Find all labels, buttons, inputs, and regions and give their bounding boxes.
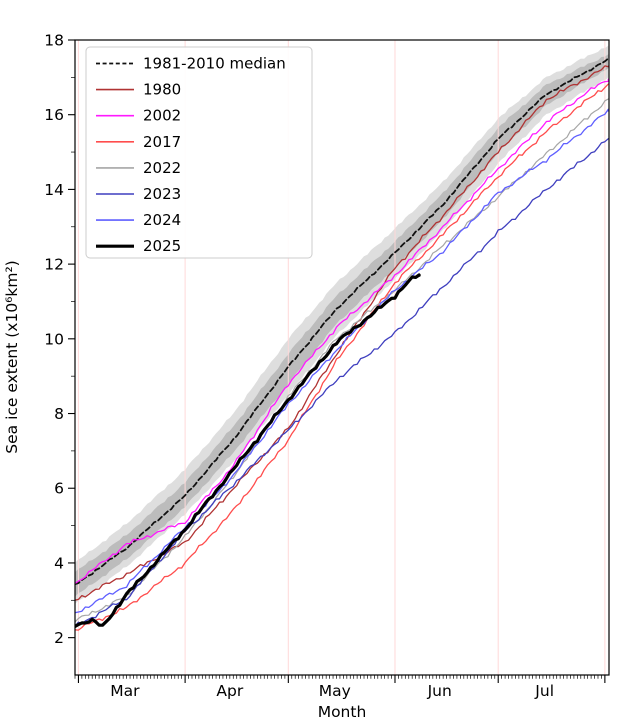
x-tick-label-jul: Jul <box>534 682 554 700</box>
x-tick-label-mar: Mar <box>110 682 140 700</box>
series-line-2023 <box>75 138 609 627</box>
y-ticks: 2 4 6 8 10 12 14 16 18 <box>44 32 75 647</box>
y-tick-label-14: 14 <box>44 181 64 199</box>
legend-label: 2023 <box>143 185 181 203</box>
legend-entry-2022: 2022 <box>96 159 181 177</box>
y-tick-label-18: 18 <box>44 32 64 50</box>
legend-entry-1981-2010-median: 1981-2010 median <box>96 55 286 73</box>
legend-label: 2024 <box>143 211 181 229</box>
series-line-2002 <box>75 78 609 585</box>
legend-label: 2017 <box>143 133 181 151</box>
legend-label: 2025 <box>143 237 181 255</box>
series-line-2017 <box>75 83 609 631</box>
y-tick-label-16: 16 <box>44 106 64 124</box>
median-band-interquartile <box>75 54 609 597</box>
plot-area: Mar Apr May Jun Jul 2 4 6 8 10 12 14 16 18 1981-2010 m… <box>44 32 610 700</box>
plot-clip-group <box>75 40 609 675</box>
axes-frame <box>74 39 610 676</box>
series-line-1981-2010-median <box>75 57 609 586</box>
series-line-2022 <box>75 98 609 623</box>
series-line-2025 <box>75 273 421 629</box>
legend-label: 2022 <box>143 159 181 177</box>
legend-entry-2024: 2024 <box>96 211 181 229</box>
legend-entry-2002: 2002 <box>96 107 181 125</box>
y-tick-label-2: 2 <box>54 629 64 647</box>
y-tick-label-12: 12 <box>44 256 64 274</box>
legend-entry-2025: 2025 <box>96 237 181 255</box>
series-line-1980 <box>75 65 609 601</box>
legend-entry-2023: 2023 <box>96 185 181 203</box>
y-tick-label-10: 10 <box>44 330 64 348</box>
x-ticks: Mar Apr May Jun Jul <box>74 675 606 700</box>
legend-entry-1980: 1980 <box>96 81 181 99</box>
y-axis-label: Sea ice extent (x10⁶km²) <box>3 260 21 453</box>
x-tick-label-apr: Apr <box>216 682 243 700</box>
legend-entry-2017: 2017 <box>96 133 181 151</box>
x-tick-label-may: May <box>319 682 351 700</box>
legend: 1981-2010 median 1980 2002 2017 2022 2023 2024… <box>85 46 313 259</box>
x-tick-label-jun: Jun <box>427 682 452 700</box>
y-tick-label-4: 4 <box>54 554 64 572</box>
series-line-2024 <box>75 108 609 614</box>
y-tick-label-8: 8 <box>54 405 64 423</box>
y-tick-label-6: 6 <box>54 480 64 498</box>
legend-label: 2002 <box>143 107 181 125</box>
legend-box <box>85 46 313 259</box>
x-axis-label: Month <box>318 703 367 721</box>
legend-label: 1981-2010 median <box>143 55 286 73</box>
legend-label: 1980 <box>143 81 181 99</box>
